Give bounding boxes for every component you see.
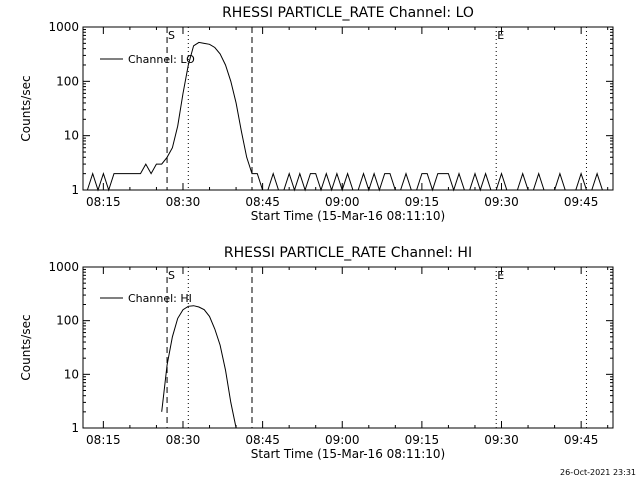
x-tick-label: 08:45 (245, 195, 280, 209)
y-tick-label: 1000 (48, 260, 79, 274)
y-tick-label: 1 (71, 421, 79, 435)
x-tick-label: 09:00 (325, 195, 360, 209)
chart-panel-lo: RHESSI PARTICLE_RATE Channel: LO Counts/… (19, 5, 614, 223)
x-tick-label: 09:30 (484, 433, 519, 447)
x-tick-label: 09:15 (405, 433, 440, 447)
marker-label-s: S (168, 29, 175, 42)
y-tick-label: 100 (56, 74, 79, 88)
chart-title: RHESSI PARTICLE_RATE Channel: HI (224, 245, 472, 261)
series-line (86, 41, 608, 192)
x-tick-label: 09:15 (405, 195, 440, 209)
y-tick-label: 10 (64, 129, 79, 143)
x-tick-label: 09:45 (564, 433, 599, 447)
x-tick-label: 09:00 (325, 433, 360, 447)
chart-panel-hi: RHESSI PARTICLE_RATE Channel: HI Counts/… (19, 245, 614, 461)
x-tick-label: 08:15 (86, 195, 121, 209)
plot-frame (82, 26, 614, 191)
series-line (161, 305, 237, 429)
legend-label: Channel: LO (128, 53, 195, 66)
x-tick-label: 08:45 (245, 433, 280, 447)
legend-label: Channel: HI (128, 292, 192, 305)
marker-label-e: E (497, 29, 504, 42)
x-tick-label: 09:30 (484, 195, 519, 209)
y-axis-label: Counts/sec (19, 314, 33, 380)
marker-label-s: S (168, 269, 175, 282)
footer-timestamp: 26-Oct-2021 23:31 (560, 468, 636, 477)
marker-label-e: E (497, 269, 504, 282)
x-tick-label: 08:30 (166, 433, 201, 447)
y-axis-label: Counts/sec (19, 75, 33, 141)
y-tick-label: 10 (64, 367, 79, 381)
x-axis-label: Start Time (15-Mar-16 08:11:10) (251, 209, 445, 223)
x-axis-label: Start Time (15-Mar-16 08:11:10) (251, 447, 445, 461)
x-tick-label: 08:30 (166, 195, 201, 209)
chart-title: RHESSI PARTICLE_RATE Channel: LO (222, 5, 474, 21)
x-tick-label: 09:45 (564, 195, 599, 209)
y-tick-label: 1000 (48, 20, 79, 34)
x-tick-label: 08:15 (86, 433, 121, 447)
y-tick-label: 100 (56, 314, 79, 328)
plot-frame (82, 266, 614, 429)
y-tick-label: 1 (71, 183, 79, 197)
